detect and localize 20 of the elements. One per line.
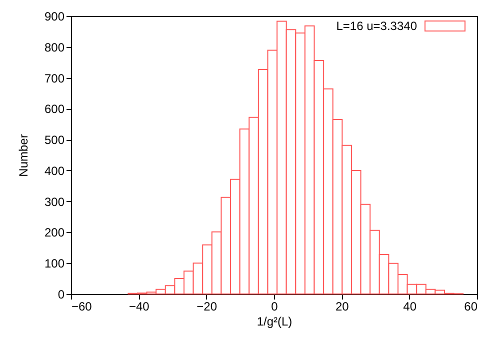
y-tick-label: 200 [44,226,65,240]
y-tick-label: 500 [44,133,65,148]
legend-label: L=16 u=3.3340 [336,19,418,33]
y-tick-label: 100 [44,256,65,271]
x-tick-label: −20 [196,300,218,314]
y-tick-label: 700 [44,71,65,86]
x-tick-label: 40 [403,300,417,314]
x-tick-label: 0 [271,300,278,314]
x-axis-title: 1/g²(L) [256,314,292,328]
x-tick-label: 60 [464,300,478,314]
y-axis-title: Number [16,134,30,177]
x-tick-label: −60 [72,300,92,314]
y-tick-label: 600 [44,102,65,116]
y-tick-label: 800 [44,40,65,54]
y-tick-label: 300 [44,194,65,209]
y-tick-label: 0 [58,288,65,302]
y-tick-label: 900 [44,10,65,24]
y-tick-label: 400 [44,164,65,178]
x-tick-label: −40 [128,300,150,314]
x-tick-label: 20 [335,300,350,314]
